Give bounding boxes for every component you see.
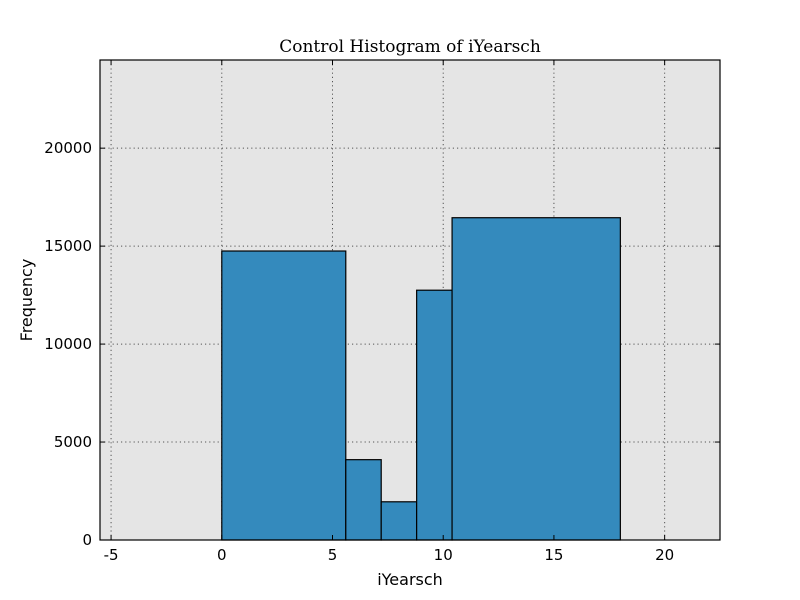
histogram-bar — [221, 250, 347, 541]
y-tick-label: 10000 — [44, 335, 92, 353]
x-tick-label: 10 — [434, 546, 453, 564]
x-axis-label: iYearsch — [377, 570, 443, 589]
y-tick-label: 5000 — [54, 433, 92, 451]
y-tick-label: 20000 — [44, 139, 92, 157]
x-tick-label: 5 — [328, 546, 338, 564]
x-tick-labels: -5 0 5 10 15 20 — [104, 546, 675, 564]
histogram-bar — [380, 501, 418, 541]
plot-frame — [99, 59, 721, 541]
x-tick-label: 20 — [655, 546, 674, 564]
chart-title: Control Histogram of iYearsch — [279, 37, 541, 57]
y-tick-label: 15000 — [44, 237, 92, 255]
histogram-bar — [451, 217, 621, 541]
x-tick-label: 15 — [544, 546, 563, 564]
x-tick-label: 0 — [217, 546, 227, 564]
x-tick-label: -5 — [104, 546, 119, 564]
y-tick-label: 0 — [82, 531, 92, 549]
histogram-bar — [345, 459, 382, 541]
axis-ticks — [100, 60, 720, 541]
histogram-bar — [416, 289, 453, 541]
plot-area — [100, 60, 720, 540]
y-tick-labels: 0 5000 10000 15000 20000 — [44, 139, 92, 549]
y-axis-label: Frequency — [17, 259, 36, 342]
histogram-bars — [221, 217, 621, 541]
